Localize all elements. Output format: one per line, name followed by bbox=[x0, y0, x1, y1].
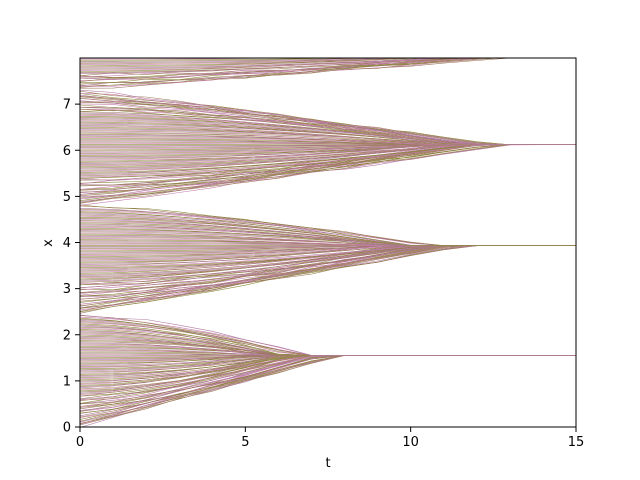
series-line bbox=[80, 144, 576, 187]
series-line bbox=[80, 58, 446, 69]
series-line bbox=[80, 58, 417, 64]
series-line bbox=[80, 58, 420, 67]
series-line bbox=[80, 58, 386, 62]
series-line bbox=[80, 90, 576, 145]
series-line bbox=[80, 314, 576, 356]
series-line bbox=[80, 58, 485, 85]
series-line bbox=[80, 144, 576, 199]
x-tick-label: 10 bbox=[402, 435, 419, 450]
x-tick-label: 0 bbox=[76, 435, 84, 450]
y-tick-label: 3 bbox=[63, 282, 71, 297]
series-line bbox=[80, 58, 484, 83]
x-axis: 0 5 10 15 bbox=[76, 427, 584, 450]
series-line bbox=[80, 58, 319, 60]
x-axis-label: t bbox=[325, 456, 330, 471]
y-axis-label: x bbox=[41, 239, 56, 247]
series-line bbox=[80, 58, 457, 76]
series-line bbox=[80, 58, 408, 63]
y-tick-label: 1 bbox=[63, 374, 71, 389]
y-tick-label: 7 bbox=[63, 98, 71, 113]
y-tick-label: 4 bbox=[63, 236, 71, 251]
series-line bbox=[80, 58, 463, 73]
series-line bbox=[80, 58, 444, 70]
series-line bbox=[80, 58, 465, 79]
series-line bbox=[80, 58, 483, 88]
series-line bbox=[80, 58, 416, 65]
y-tick-label: 6 bbox=[63, 144, 71, 159]
series-layer bbox=[80, 58, 576, 427]
x-tick-label: 5 bbox=[241, 435, 249, 450]
y-tick-label: 0 bbox=[63, 421, 71, 436]
y-axis: 0 1 2 3 4 5 6 7 bbox=[63, 98, 80, 436]
series-line bbox=[80, 204, 576, 246]
x-tick-label: 15 bbox=[568, 435, 585, 450]
series-line bbox=[80, 89, 576, 145]
y-tick-label: 2 bbox=[63, 328, 71, 343]
y-tick-label: 5 bbox=[63, 190, 71, 205]
series-line bbox=[80, 58, 424, 68]
series-line bbox=[80, 58, 451, 71]
series-line bbox=[80, 144, 576, 178]
